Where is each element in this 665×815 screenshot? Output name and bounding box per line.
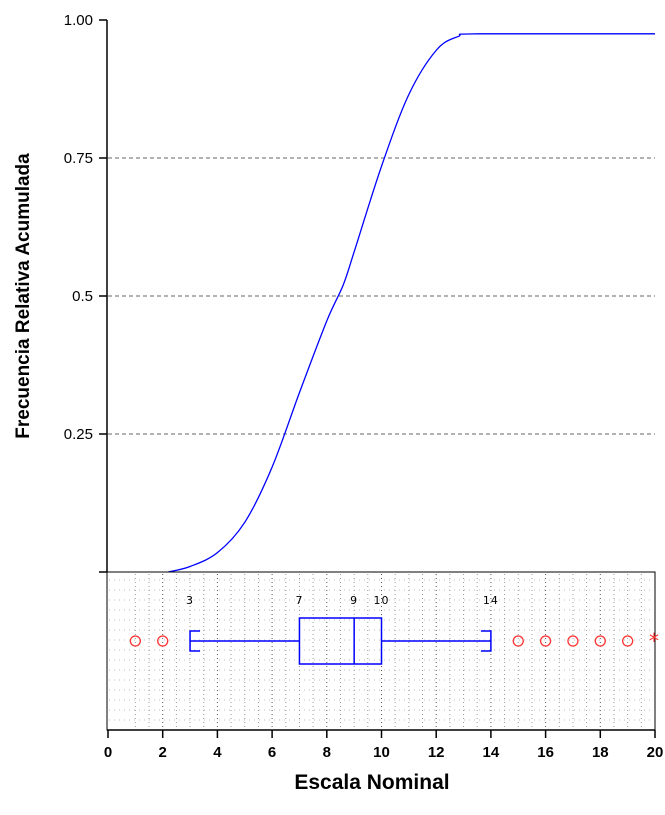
- boxplot-cap-low: [189, 630, 201, 652]
- outlier-point: [129, 635, 142, 647]
- boxplot-box: [298, 617, 383, 665]
- x-tick-label: 10: [373, 744, 390, 761]
- boxplot-annotation-label: 10: [374, 594, 390, 607]
- boxplot-annotations: 3 7 9 10 14: [186, 594, 499, 607]
- boxplot-annotation-label: 9: [350, 594, 358, 607]
- x-tick-label: 18: [592, 744, 609, 761]
- y-tick-label: 1.00: [64, 12, 93, 29]
- y-ticks: 1.00 0.75 0.5 0.25: [64, 12, 107, 573]
- x-tick-label: 0: [104, 744, 112, 761]
- y-tick-label: 0.75: [64, 150, 93, 167]
- extreme-outlier-point: *: [649, 629, 659, 653]
- x-tick-label: 20: [647, 744, 664, 761]
- x-tick-label: 8: [323, 744, 331, 761]
- y-gridlines: [108, 157, 655, 435]
- cdf-panel: 1.00 0.75 0.5 0.25: [64, 12, 655, 573]
- x-ticks: 0 2 4 6 8 10 12 14 16 18 20: [104, 730, 664, 761]
- x-tick-label: 2: [159, 744, 167, 761]
- x-tick-label: 6: [268, 744, 276, 761]
- boxplot-annotation-label: 14: [483, 594, 499, 607]
- outlier-point: [512, 635, 524, 647]
- x-tick-label: 12: [428, 744, 445, 761]
- y-tick-label: 0.25: [64, 426, 93, 443]
- boxplot-annotation-label: 7: [295, 594, 303, 607]
- boxplot-cap-high: [480, 630, 492, 652]
- outlier-point: [539, 635, 552, 647]
- cdf-series-line: [168, 33, 655, 573]
- boxplot: *: [129, 617, 659, 665]
- outlier-point: [594, 635, 606, 647]
- x-tick-label: 14: [483, 744, 500, 761]
- y-tick-label: 0.5: [72, 288, 93, 305]
- outlier-point: [567, 635, 579, 647]
- outlier-point: [622, 635, 634, 647]
- boxplot-annotation-label: 3: [186, 594, 194, 607]
- x-axis-title: Escala Nominal: [294, 771, 449, 794]
- x-tick-label: 4: [213, 744, 222, 761]
- x-tick-label: 16: [537, 744, 554, 761]
- boxplot-panel: * 3 7 9 10 14 0 2 4 6 8 10 12 14 16 18 20: [104, 571, 664, 761]
- y-axis-title: Frecuencia Relativa Acumulada: [13, 153, 34, 439]
- outlier-point: [157, 635, 169, 647]
- boxplot-dotted-grid: [109, 574, 654, 728]
